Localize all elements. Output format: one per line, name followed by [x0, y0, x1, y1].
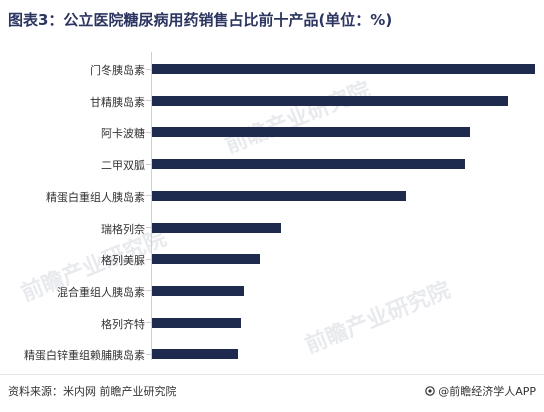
category-label: 门冬胰岛素 [90, 64, 145, 77]
y-axis-tick [146, 353, 151, 355]
bar [152, 317, 241, 328]
brand-logo-icon [425, 386, 436, 396]
watermark: 前瞻产业研究院 [301, 277, 455, 359]
category-label: 精蛋白重组人胰岛素 [46, 190, 145, 204]
category-label: 阿卡波糖 [101, 127, 145, 141]
y-axis-tick [146, 68, 151, 70]
category-label: 瑞格列奈 [101, 222, 145, 236]
category-label: 甘精胰岛素 [90, 95, 145, 109]
footer-divider [0, 374, 544, 375]
chart-title: 图表3：公立医院糖尿病用药销售占比前十产品(单位：%) [8, 11, 393, 29]
brand-credit: @前瞻经济学人APP [425, 383, 536, 399]
y-axis-tick [146, 163, 151, 165]
bar [152, 285, 244, 296]
brand-text: @前瞻经济学人APP [438, 385, 536, 398]
y-axis-tick [146, 195, 151, 197]
y-axis-tick [146, 227, 151, 228]
y-axis-tick [146, 131, 151, 133]
bar [152, 190, 406, 201]
bar [152, 64, 535, 74]
y-axis-line [151, 52, 152, 360]
y-axis-tick [146, 100, 151, 102]
bar [152, 349, 238, 360]
bar [152, 222, 281, 233]
bar [152, 95, 508, 106]
bar [152, 159, 465, 170]
watermark: 前瞻产业研究院 [221, 77, 375, 159]
y-axis-tick [146, 258, 151, 260]
category-label: 格列美脲 [101, 254, 145, 268]
category-label: 混合重组人胰岛素 [57, 285, 145, 299]
y-axis-tick [146, 322, 151, 324]
bar [152, 254, 260, 265]
source-note: 资料来源：米内网 前瞻产业研究院 [8, 385, 177, 398]
category-label: 精蛋白锌重组赖脯胰岛素 [24, 349, 145, 363]
y-axis-tick [146, 290, 151, 292]
bar [152, 127, 470, 138]
category-label: 二甲双胍 [101, 159, 145, 173]
category-label: 格列齐特 [101, 317, 145, 331]
